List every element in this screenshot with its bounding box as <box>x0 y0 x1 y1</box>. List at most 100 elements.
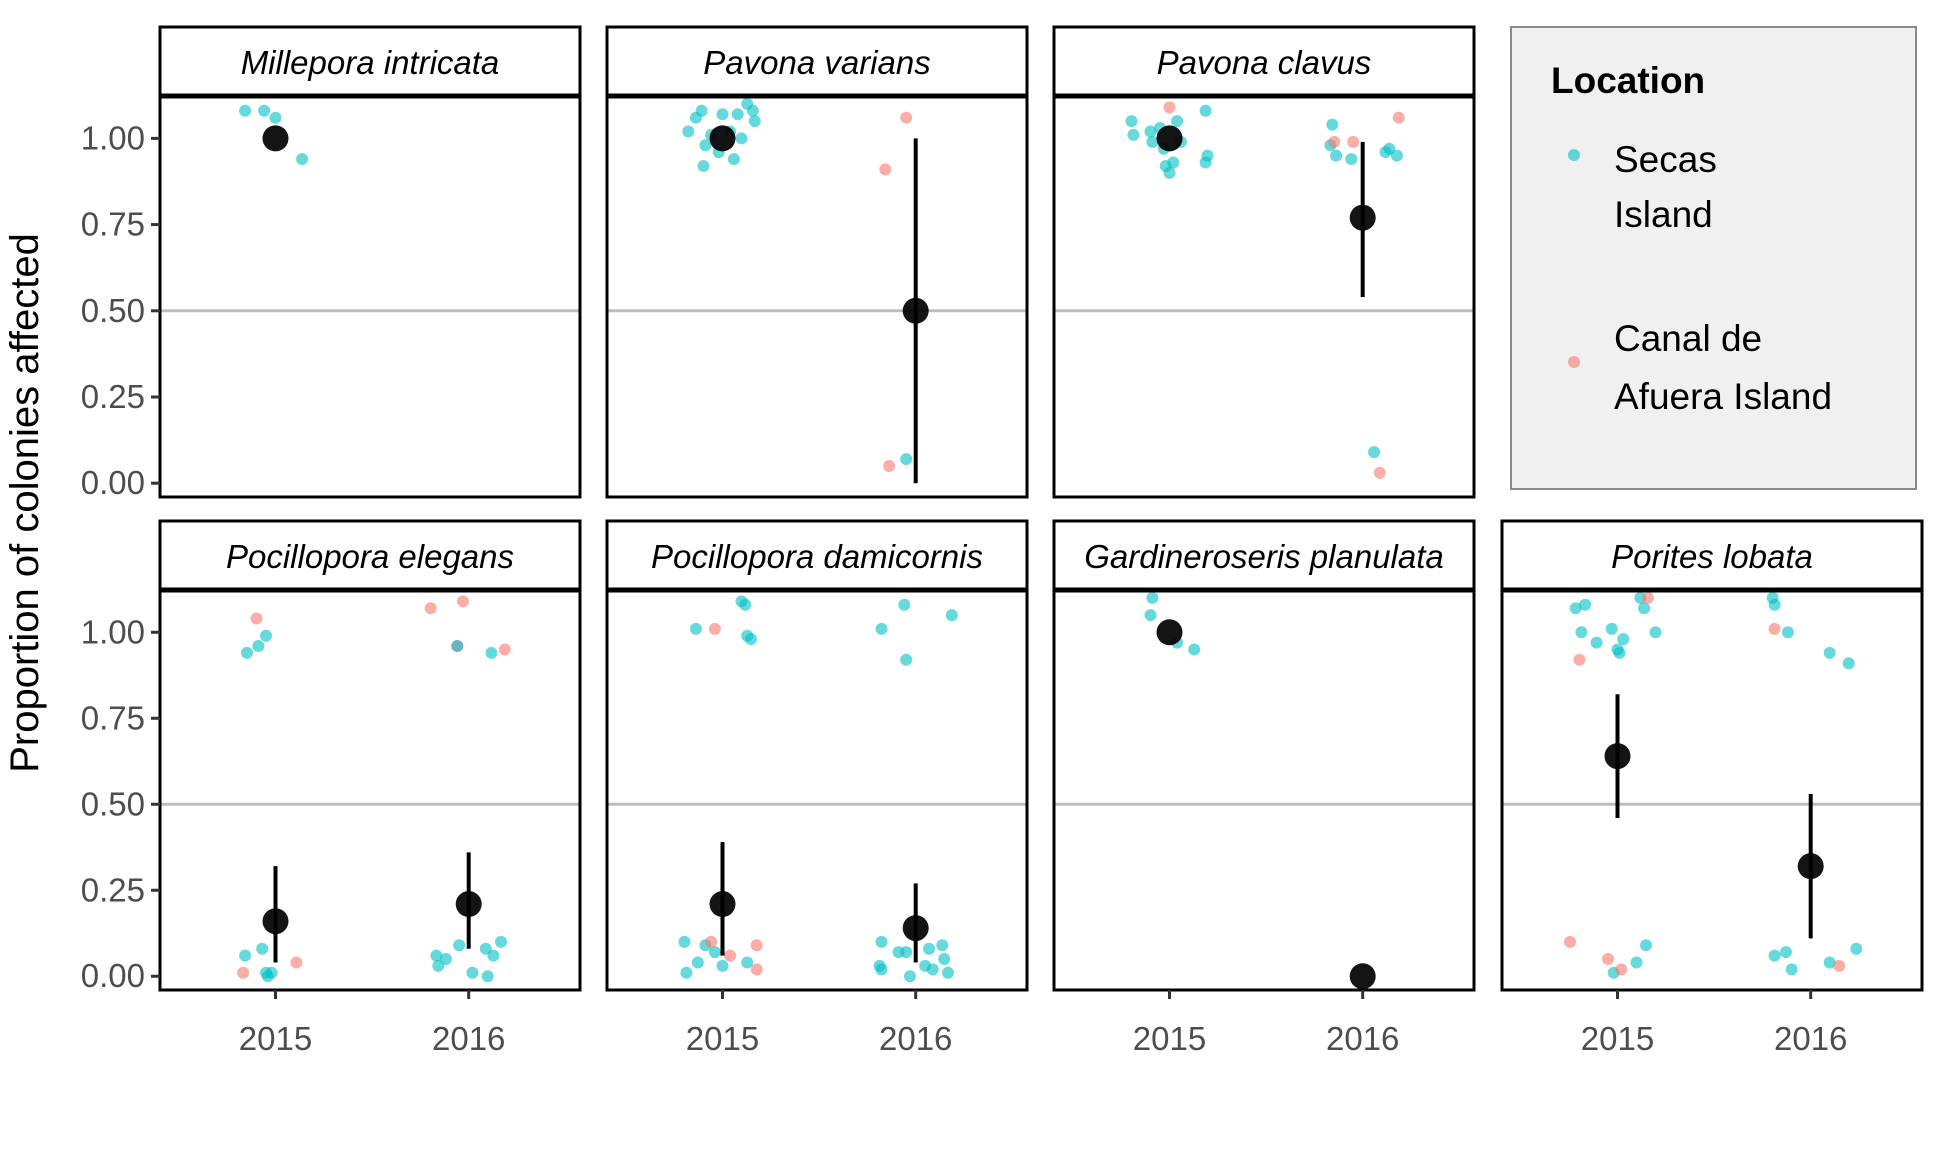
legend-key-canal <box>1568 356 1580 368</box>
data-point-secas <box>699 139 712 152</box>
strip-pavona-varians <box>605 25 1029 97</box>
data-point-secas <box>1199 104 1212 117</box>
data-point-secas <box>923 942 935 955</box>
data-point-secas <box>495 935 507 948</box>
x-tick-label: 2015 <box>1581 1020 1654 1057</box>
data-point-secas <box>239 949 252 962</box>
data-point-secas <box>938 953 951 966</box>
x-tick-label: 2016 <box>1326 1020 1399 1057</box>
data-point-secas <box>691 956 704 969</box>
data-point-secas <box>1188 643 1201 656</box>
data-point-secas <box>466 966 479 979</box>
data-point-canal <box>290 956 303 969</box>
panel-background-pavona-varians <box>607 97 1027 497</box>
data-point-canal <box>900 111 913 124</box>
legend-items: Secas Island Canal de Afuera Island <box>1568 139 1832 417</box>
legend-label-secas: Island <box>1614 194 1713 235</box>
data-point-secas <box>1842 657 1855 670</box>
data-point-canal <box>1392 111 1405 124</box>
data-point-secas <box>258 104 271 117</box>
data-point-secas <box>900 653 913 666</box>
data-point-canal <box>1328 135 1341 148</box>
panel-border-pavona-clavus <box>1052 95 1476 499</box>
x-tick-label: 2016 <box>1774 1020 1847 1057</box>
data-point-secas <box>1768 949 1781 962</box>
data-point-secas <box>689 622 702 635</box>
mean-point-2016 <box>902 915 929 942</box>
data-point-secas <box>1590 636 1603 649</box>
mean-point-2015 <box>709 891 736 918</box>
data-point-secas <box>1649 626 1662 639</box>
x-tick-label: 2016 <box>432 1020 505 1057</box>
panel-border-millepora-intricata <box>158 95 582 499</box>
data-point-canal <box>237 966 250 979</box>
y-tick-label: 0.75 <box>81 699 145 736</box>
data-point-secas <box>439 953 452 966</box>
data-point-secas <box>1780 946 1792 959</box>
panel-border-gardineroseris-planulata <box>1052 589 1476 992</box>
legend-box <box>1510 26 1917 490</box>
y-tick-label: 0.00 <box>81 464 145 501</box>
data-point-secas <box>252 640 265 653</box>
data-point-secas <box>1199 156 1212 169</box>
data-point-secas <box>739 598 752 611</box>
strip-label-pocillopora-damicornis: Pocillopora damicornis <box>651 538 983 575</box>
data-point-secas <box>731 108 744 121</box>
data-point-secas <box>296 153 309 166</box>
data-point-secas <box>1850 942 1863 955</box>
strip-pocillopora-elegans <box>158 519 582 591</box>
mean-point-2015 <box>1604 743 1631 770</box>
data-point-secas <box>1390 149 1403 162</box>
data-point-secas <box>945 609 958 622</box>
data-point-canal <box>1641 591 1654 604</box>
data-point-canal <box>1833 959 1846 972</box>
data-point-canal <box>724 949 737 962</box>
data-point-secas <box>485 646 498 659</box>
data-point-secas <box>695 104 708 117</box>
data-point-secas <box>942 966 954 979</box>
y-tick-label: 1.00 <box>81 613 145 650</box>
y-tick-label: 0.50 <box>81 292 145 329</box>
strip-label-pocillopora-elegans: Pocillopora elegans <box>226 538 514 575</box>
y-tick-label: 0.25 <box>81 871 145 908</box>
y-tick-label: 0.25 <box>81 378 145 415</box>
strip-label-porites-lobata: Porites lobata <box>1611 538 1813 575</box>
data-point-secas <box>741 956 754 969</box>
data-point-secas <box>1345 153 1358 166</box>
data-point-secas <box>1368 446 1381 459</box>
mean-point-2015 <box>262 125 289 152</box>
data-point-secas <box>716 959 729 972</box>
data-point-secas <box>697 159 710 172</box>
data-point-secas <box>1171 115 1184 128</box>
data-point-secas <box>716 108 729 121</box>
data-point-secas <box>1579 598 1592 611</box>
data-point-secas <box>239 104 252 117</box>
data-point-canal <box>750 963 763 976</box>
panel-pocillopora-elegans: Pocillopora elegans 0.00 0.25 0.50 0.75 1.00 2… <box>81 519 582 1057</box>
data-point-secas <box>432 959 445 972</box>
y-tick-label: 0.00 <box>81 957 145 994</box>
strip-pavona-clavus <box>1052 25 1476 97</box>
data-point-secas <box>682 125 695 138</box>
panel-background-gardineroseris-planulata <box>1054 591 1474 990</box>
panel-pocillopora-damicornis: Pocillopora damicornis 2015 2016 <box>605 519 1029 1057</box>
mean-point-2015 <box>1156 619 1183 646</box>
data-point-secas <box>898 598 911 611</box>
x-tick-label: 2015 <box>239 1020 312 1057</box>
data-point-secas <box>479 942 492 955</box>
panel-background-millepora-intricata <box>160 97 580 497</box>
x-tick-label: 2016 <box>879 1020 952 1057</box>
data-point-secas <box>936 939 949 952</box>
data-point-secas <box>1575 626 1588 639</box>
data-point-canal <box>883 459 896 472</box>
mean-point-2016 <box>1349 204 1376 231</box>
data-point-secas <box>708 946 721 959</box>
data-point-secas <box>1613 646 1626 659</box>
strip-millepora-intricata <box>158 25 582 97</box>
panel-background-pavona-clavus <box>1054 97 1474 497</box>
panel-millepora-intricata: Millepora intricata 0.00 0.25 0.50 0.75 1.00 <box>81 25 582 501</box>
data-point-secas <box>875 963 888 976</box>
data-point-secas <box>1781 626 1794 639</box>
data-point-canal <box>1347 135 1360 148</box>
data-point-canal <box>250 612 263 625</box>
